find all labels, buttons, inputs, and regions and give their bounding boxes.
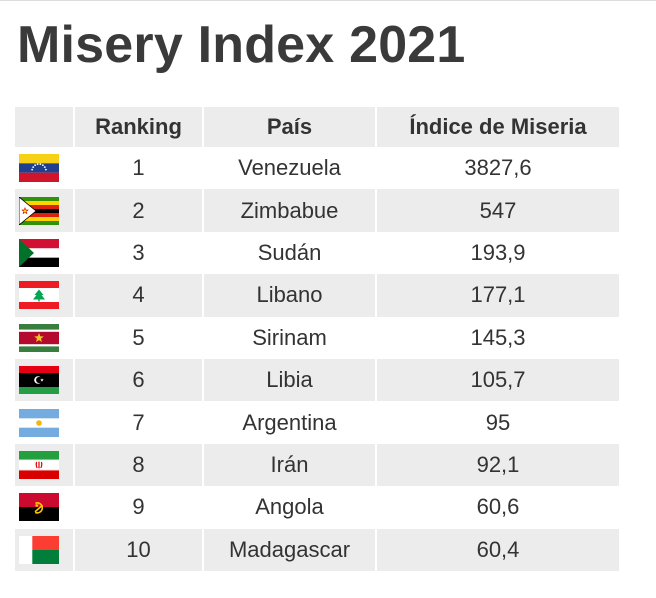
country-cell: Madagascar — [202, 528, 375, 571]
argentina-flag-icon — [19, 408, 59, 437]
ranking-cell: 1 — [73, 147, 202, 190]
country-cell-text: Irán — [270, 451, 309, 477]
country-cell-text: Libia — [266, 367, 313, 393]
ranking-cell-text: 3 — [132, 239, 145, 265]
ranking-cell-text: 10 — [126, 536, 151, 562]
table-row: 9 Angola 60,6 — [15, 486, 619, 529]
flag-cell — [15, 231, 73, 275]
table-row: 5 Sirinam 145,3 — [15, 316, 619, 359]
suriname-flag-icon — [19, 323, 59, 352]
country-cell-text: Argentina — [242, 409, 337, 435]
flag-cell — [15, 443, 73, 487]
table-header-row: Ranking País Índice de Miseria — [15, 107, 619, 147]
ranking-cell: 3 — [73, 231, 202, 275]
misery-index-cell-text: 95 — [485, 409, 511, 435]
flag-cell — [15, 358, 73, 402]
angola-flag-icon — [19, 493, 59, 522]
misery-index-cell-text: 145,3 — [470, 324, 526, 350]
ranking-cell: 9 — [73, 486, 202, 529]
country-cell-text: Libano — [256, 282, 323, 308]
country-cell: Argentina — [202, 401, 375, 444]
flag-cell — [15, 189, 73, 232]
misery-index-cell-text: 92,1 — [476, 451, 520, 477]
country-cell-text: Sirinam — [252, 324, 327, 350]
sudan-flag-icon — [19, 238, 59, 267]
misery-index-cell: 60,6 — [375, 486, 619, 529]
table-row: 4 Libano 177,1 — [15, 274, 619, 317]
ranking-cell: 5 — [73, 316, 202, 359]
flag-cell — [15, 528, 73, 571]
country-cell: Libia — [202, 358, 375, 402]
ranking-cell-text: 7 — [132, 409, 145, 435]
ranking-cell: 6 — [73, 358, 202, 402]
country-cell: Libano — [202, 274, 375, 317]
country-cell: Zimbabue — [202, 189, 375, 232]
misery-index-cell: 177,1 — [375, 274, 619, 317]
misery-index-cell: 3827,6 — [375, 147, 619, 190]
flag-cell — [15, 274, 73, 317]
flag-cell — [15, 486, 73, 529]
zimbabwe-flag-icon — [19, 196, 59, 225]
misery-index-cell: 60,4 — [375, 528, 619, 571]
country-cell-text: Sudán — [257, 239, 322, 265]
misery-index-cell-text: 60,4 — [476, 536, 520, 562]
country-cell: Angola — [202, 486, 375, 529]
misery-index-cell: 193,9 — [375, 231, 619, 275]
flag-cell — [15, 147, 73, 190]
flag-cell — [15, 316, 73, 359]
country-cell: Venezuela — [202, 147, 375, 190]
ranking-cell-text: 5 — [132, 324, 145, 350]
misery-index-cell-text: 3827,6 — [464, 155, 532, 181]
country-cell-text: Madagascar — [228, 536, 351, 562]
ranking-cell-text: 2 — [132, 197, 145, 223]
misery-index-cell-text: 177,1 — [470, 282, 526, 308]
misery-index-cell: 95 — [375, 401, 619, 444]
country-cell: Sirinam — [202, 316, 375, 359]
table-row: 3 Sudán 193,9 — [15, 231, 619, 275]
ranking-cell-text: 1 — [132, 155, 145, 181]
country-cell: Sudán — [202, 231, 375, 275]
misery-index-cell-text: 105,7 — [470, 367, 526, 393]
table-body: 1 Venezuela 3827,6 2 Zimbabue 547 3 Sudán 193,9 4… — [15, 147, 619, 571]
venezuela-flag-icon — [19, 154, 59, 183]
column-header-ranking: Ranking — [73, 107, 202, 147]
ranking-cell-text: 4 — [132, 282, 145, 308]
table-row: 10 Madagascar 60,4 — [15, 528, 619, 571]
country-cell: Irán — [202, 443, 375, 487]
ranking-cell: 4 — [73, 274, 202, 317]
country-cell-text: Venezuela — [238, 155, 341, 181]
table-row: 2 Zimbabue 547 — [15, 189, 619, 232]
page-title: Misery Index 2021 — [17, 16, 466, 74]
misery-index-table: Ranking País Índice de Miseria 1 Venezuel… — [15, 107, 619, 571]
table-row: 7 Argentina 95 — [15, 401, 619, 444]
ranking-cell-text: 8 — [132, 451, 145, 477]
top-divider — [0, 0, 656, 1]
misery-index-cell: 105,7 — [375, 358, 619, 402]
ranking-cell: 10 — [73, 528, 202, 571]
table-row: 1 Venezuela 3827,6 — [15, 147, 619, 190]
table-row: 6 Libia 105,7 — [15, 358, 619, 402]
country-cell-text: Zimbabue — [240, 197, 339, 223]
ranking-cell-text: 6 — [132, 367, 145, 393]
madagascar-flag-icon — [19, 535, 59, 564]
country-cell-text: Angola — [255, 494, 324, 520]
misery-index-cell-text: 193,9 — [470, 239, 526, 265]
misery-index-cell-text: 547 — [479, 197, 517, 223]
column-header-flag — [15, 107, 73, 147]
flag-cell — [15, 401, 73, 444]
ranking-cell: 2 — [73, 189, 202, 232]
libya-flag-icon — [19, 366, 59, 395]
misery-index-cell: 145,3 — [375, 316, 619, 359]
misery-index-cell-text: 60,6 — [476, 494, 520, 520]
misery-index-cell: 547 — [375, 189, 619, 232]
ranking-cell: 7 — [73, 401, 202, 444]
table-row: 8 Irán 92,1 — [15, 443, 619, 487]
lebanon-flag-icon — [19, 281, 59, 310]
ranking-cell-text: 9 — [132, 494, 145, 520]
column-header-indice: Índice de Miseria — [375, 107, 619, 147]
misery-index-cell: 92,1 — [375, 443, 619, 487]
ranking-cell: 8 — [73, 443, 202, 487]
iran-flag-icon — [19, 450, 59, 479]
column-header-pais: País — [202, 107, 375, 147]
